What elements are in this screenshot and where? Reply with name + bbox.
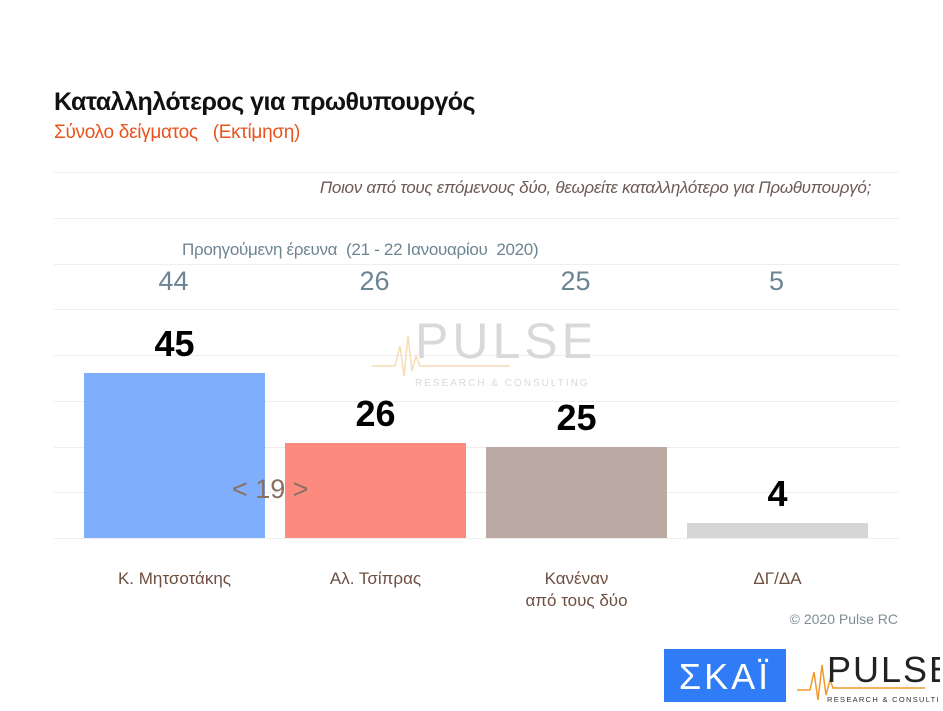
category-label: ΔΓ/ΔΑ — [753, 569, 802, 588]
gridline — [54, 538, 899, 539]
gridline — [54, 172, 899, 173]
previous-survey-label: Προηγούμενη έρευνα (21 - 22 Ιανουαρίου 2… — [182, 240, 539, 259]
survey-question: Ποιον από τους επόμενους δύο, θεωρείτε κ… — [319, 178, 871, 197]
category-label: Κανέναν από τους δύο — [525, 569, 628, 610]
svg-text:RESEARCH & CONSULTING: RESEARCH & CONSULTING — [827, 695, 940, 704]
bar-value-label: 45 — [154, 323, 195, 365]
previous-value-label: 5 — [768, 266, 785, 296]
pulse-logo: PULSE RESEARCH & CONSULTING — [797, 650, 940, 704]
gridline — [54, 217, 899, 219]
previous-value-label: 26 — [359, 266, 390, 296]
svg-text:ΣΚΑΪ: ΣΚΑΪ — [679, 656, 771, 697]
chart-title: Καταλληλότερος για πρωθυπουργός — [54, 88, 476, 116]
bar — [285, 442, 466, 538]
svg-text:PULSE: PULSE — [827, 650, 940, 690]
gridline — [54, 355, 899, 356]
chart-subtitle: Σύνολο δείγματος (Εκτίμηση) — [54, 122, 301, 143]
category-label: Κ. Μητσοτάκης — [117, 569, 232, 588]
gridline — [54, 446, 899, 448]
skai-logo: ΣΚΑΪ — [664, 649, 786, 702]
bar-value-label: 4 — [767, 473, 788, 515]
gridline — [54, 492, 899, 494]
gridline — [54, 309, 899, 311]
copyright: © 2020 Pulse RC — [789, 611, 898, 627]
gridline — [54, 263, 899, 265]
previous-value-label: 44 — [158, 266, 189, 296]
bar-value-label: 26 — [355, 392, 396, 434]
pulse-watermark: PULSE RESEARCH & CONSULTING — [372, 316, 590, 389]
bar — [687, 523, 868, 538]
svg-text:PULSE: PULSE — [415, 316, 590, 369]
svg-text:RESEARCH & CONSULTING: RESEARCH & CONSULTING — [415, 378, 590, 389]
bar — [486, 446, 667, 538]
gridline — [54, 400, 899, 402]
category-label: Αλ. Τσίπρας — [329, 569, 422, 588]
bar-value-label: 25 — [556, 396, 597, 438]
previous-value-label: 25 — [560, 266, 591, 296]
page-navigator[interactable]: < 19 > — [232, 474, 309, 504]
bar — [84, 373, 265, 538]
